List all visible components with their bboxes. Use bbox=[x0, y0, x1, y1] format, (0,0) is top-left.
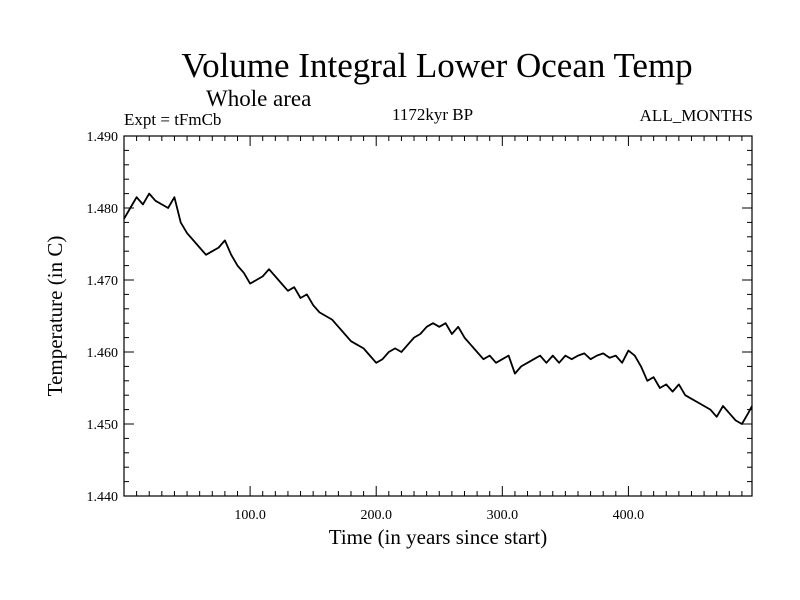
axis-ticks bbox=[124, 135, 752, 497]
x-axis-label: Time (in years since start) bbox=[329, 525, 548, 549]
months-label: ALL_MONTHS bbox=[639, 106, 753, 125]
x-tick-label: 200.0 bbox=[360, 508, 392, 523]
chart-title: Volume Integral Lower Ocean Temp bbox=[181, 46, 693, 85]
y-axis-label: Temperature (in C) bbox=[43, 236, 67, 397]
x-tick-label: 400.0 bbox=[613, 508, 645, 523]
y-tick-label: 1.450 bbox=[87, 418, 119, 433]
temperature-series-line bbox=[123, 192, 753, 425]
plot-frame bbox=[123, 135, 753, 497]
period-label: 1172kyr BP bbox=[392, 105, 474, 124]
experiment-label: Expt = tFmCb bbox=[124, 110, 222, 129]
area-label: Whole area bbox=[206, 86, 312, 111]
y-tick-label: 1.490 bbox=[87, 130, 119, 145]
y-tick-label: 1.480 bbox=[87, 202, 119, 217]
y-tick-label: 1.470 bbox=[87, 274, 119, 289]
axis-tick-labels: 1.440 1.450 1.460 1.470 1.480 1.490 100.0 200.0… bbox=[87, 130, 645, 523]
x-tick-label: 300.0 bbox=[487, 508, 519, 523]
y-tick-label: 1.460 bbox=[87, 346, 119, 361]
y-tick-label: 1.440 bbox=[87, 490, 119, 505]
x-tick-label: 100.0 bbox=[234, 508, 266, 523]
